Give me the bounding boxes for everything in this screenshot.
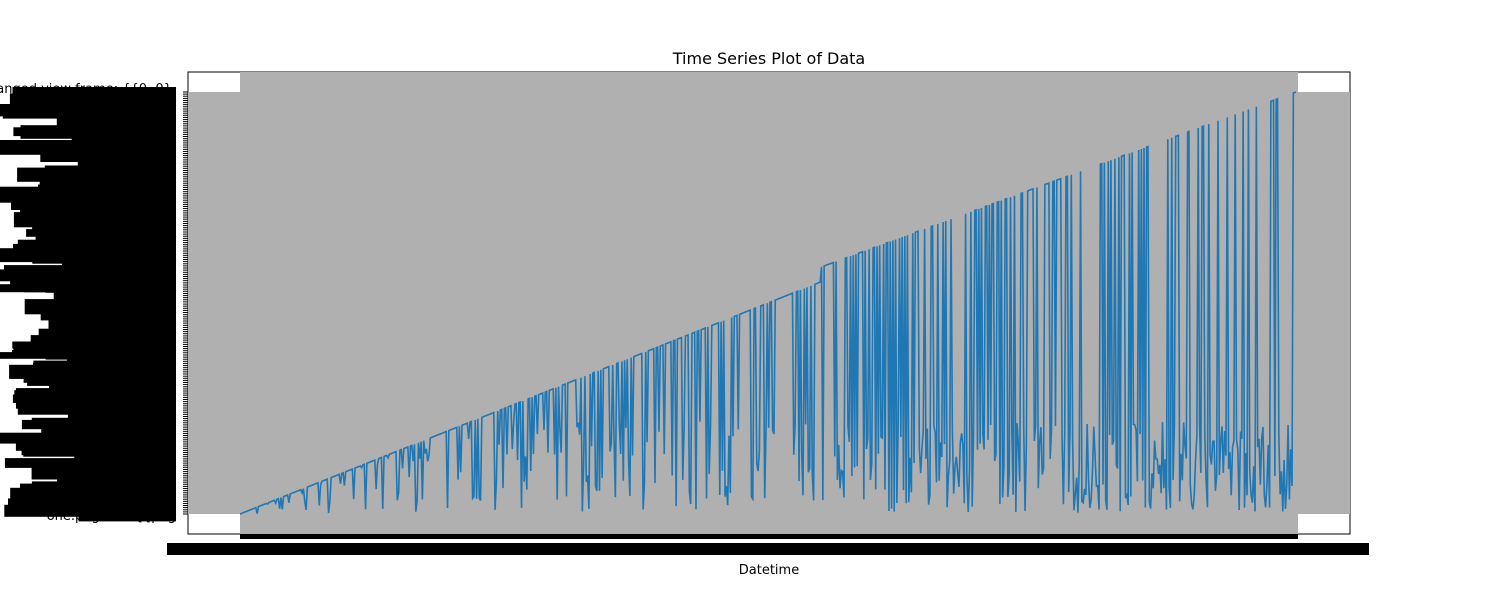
x-tick-strip <box>240 534 1298 539</box>
y-tick-label <box>0 352 176 359</box>
series-line <box>239 91 1297 515</box>
series-path <box>239 91 1297 515</box>
y-tick-label <box>37 169 176 178</box>
y-tick-labels <box>0 87 188 522</box>
x-tick-labels <box>167 534 1369 555</box>
gray-band <box>188 92 1350 514</box>
x-axis-label: Datetime <box>739 563 799 578</box>
y-tick-label-top: anged view frame: {{0, 0}, <box>0 82 176 97</box>
y-tick-label <box>23 449 176 457</box>
y-tick-label <box>12 341 176 349</box>
x-tick-label <box>1363 543 1369 555</box>
y-tick-label <box>78 509 176 522</box>
y-tick-label <box>25 190 176 199</box>
y-tick-label <box>15 443 177 451</box>
y-tick-label <box>2 112 176 119</box>
y-tick-label <box>0 432 177 444</box>
y-tick-label-bottom: one.png" 184{{png <box>47 509 176 524</box>
chart-title: Time Series Plot of Data <box>672 49 865 68</box>
gray-band-bottom <box>240 514 1298 536</box>
gray-band-top <box>240 72 1298 92</box>
